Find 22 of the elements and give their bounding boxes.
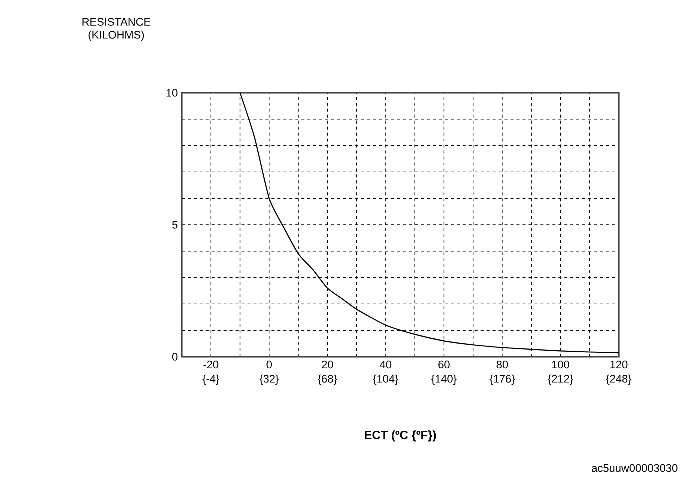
x2-tick-label: {68} <box>318 374 338 386</box>
x-tick-label: -20 <box>204 360 219 369</box>
text: ac5uuw00003030 <box>592 464 678 472</box>
x-tick-label: 0 <box>266 360 272 369</box>
y-tick-label: 0 <box>172 353 178 361</box>
x-tick-label: 40 <box>380 360 392 369</box>
x-axis-title: ECT (ºC {ºF}) <box>365 430 436 442</box>
y-tick-label: 10 <box>166 89 178 97</box>
x2-tick-label: {-4} <box>202 374 220 386</box>
x-tick-label: 80 <box>496 360 508 369</box>
x-tick-label: 60 <box>438 360 450 369</box>
x2-tick-label: {176} <box>490 374 516 386</box>
x2-tick-label: {248} <box>606 374 632 386</box>
x2-tick-label: {212} <box>548 374 574 386</box>
x-tick-label: 100 <box>552 360 570 369</box>
y-tick-label: 5 <box>172 221 178 229</box>
x-tick-label: 120 <box>610 360 628 369</box>
y-axis-title: RESISTANCE (KILOHMS) <box>82 18 151 42</box>
x2-tick-label: {140} <box>432 374 457 386</box>
x2-tick-label: {104} <box>373 374 399 386</box>
x2-tick-label: {32} <box>260 374 279 386</box>
x-tick-label: 20 <box>322 360 334 369</box>
